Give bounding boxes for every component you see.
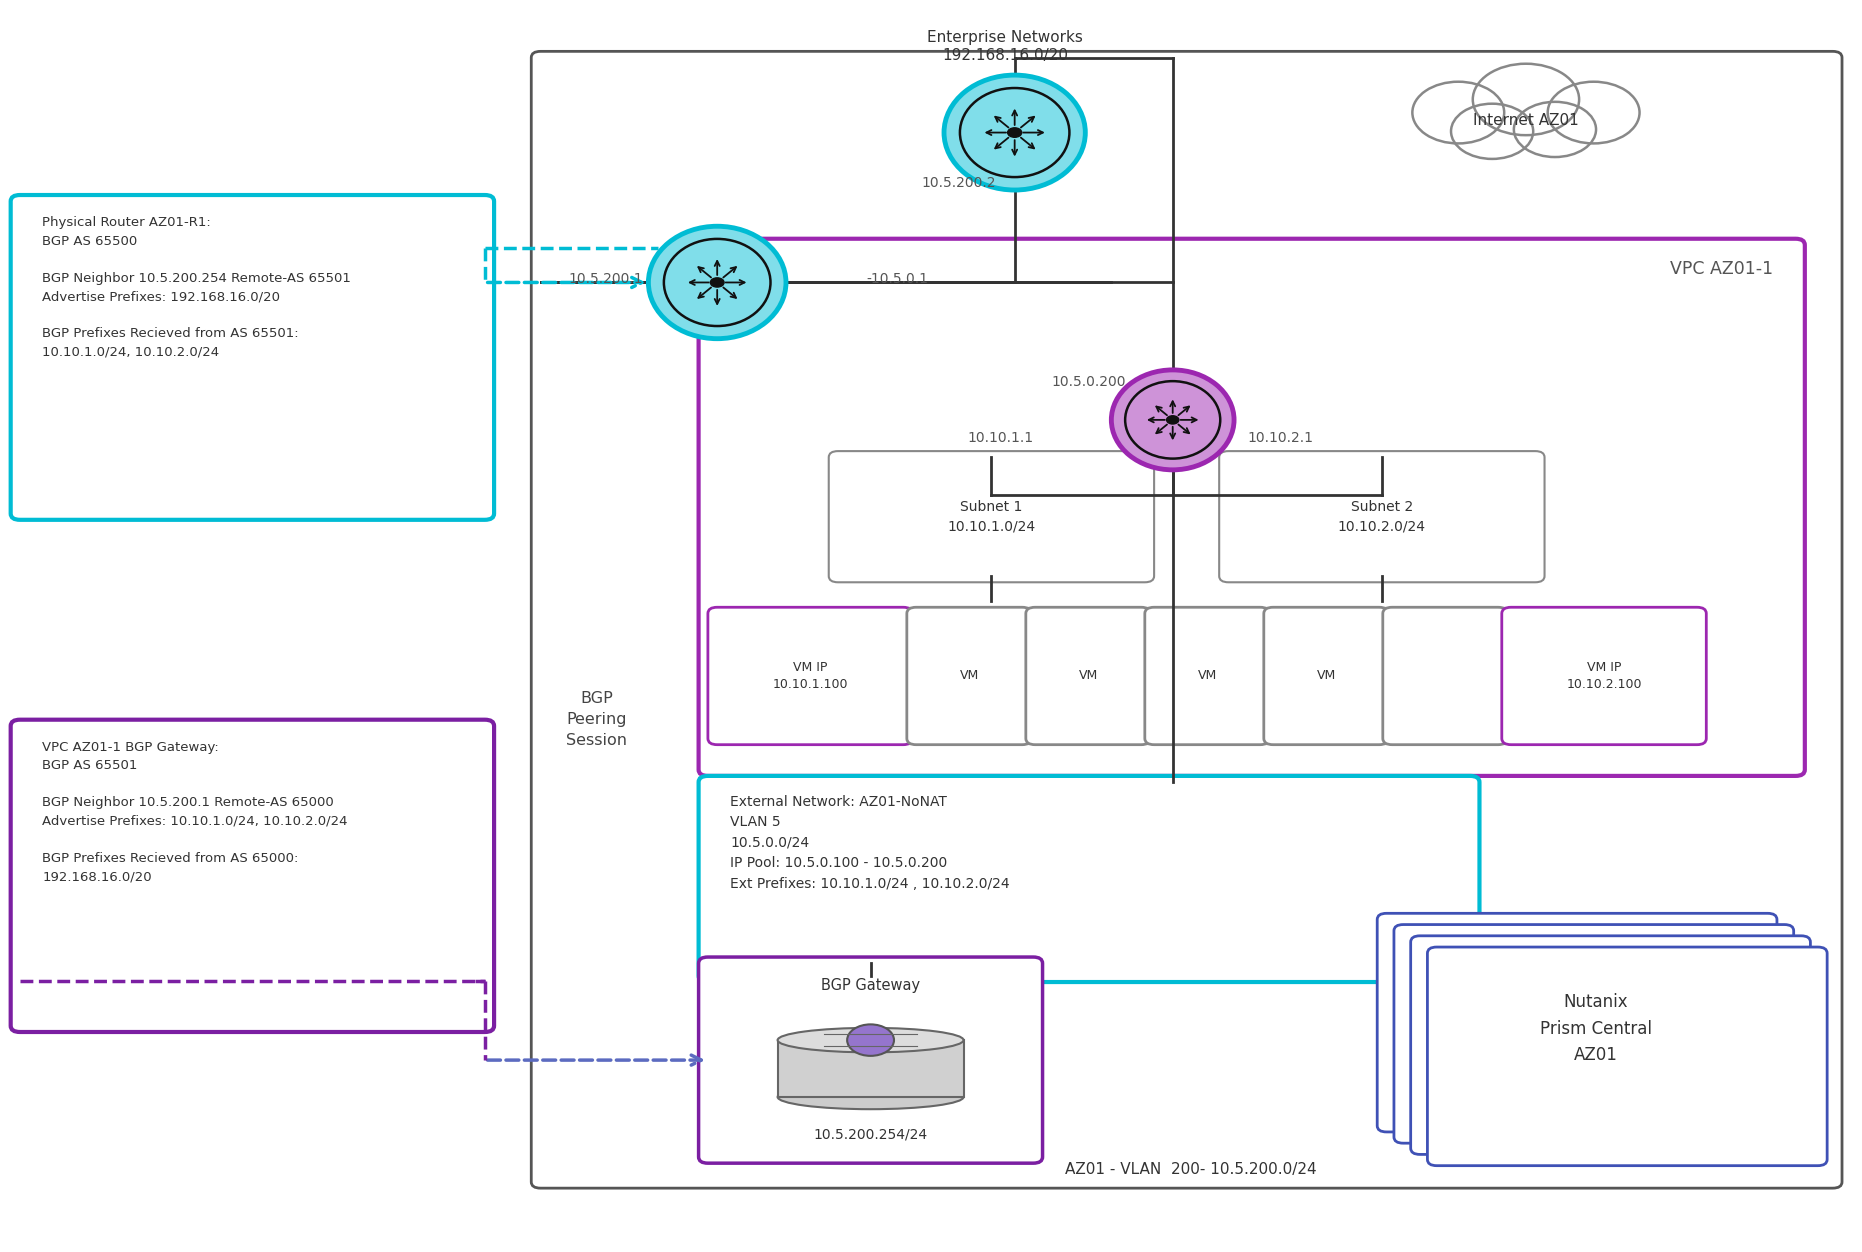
FancyBboxPatch shape <box>1395 924 1793 1143</box>
FancyBboxPatch shape <box>1220 451 1545 582</box>
Text: Enterprise Networks
192.168.16.0/20: Enterprise Networks 192.168.16.0/20 <box>927 30 1084 63</box>
Text: 10.5.200.1: 10.5.200.1 <box>568 272 642 285</box>
FancyBboxPatch shape <box>829 451 1154 582</box>
Text: VM IP
10.10.2.100: VM IP 10.10.2.100 <box>1566 661 1642 691</box>
Circle shape <box>1514 101 1596 156</box>
FancyBboxPatch shape <box>1145 607 1270 745</box>
FancyBboxPatch shape <box>1428 947 1827 1166</box>
Text: Physical Router AZ01-R1:
BGP AS 65500

BGP Neighbor 10.5.200.254 Remote-AS 65501: Physical Router AZ01-R1: BGP AS 65500 BG… <box>43 217 352 359</box>
Text: VM IP
10.10.1.100: VM IP 10.10.1.100 <box>773 661 847 691</box>
Circle shape <box>847 1024 894 1055</box>
Circle shape <box>1413 81 1504 144</box>
FancyBboxPatch shape <box>778 1040 963 1097</box>
Ellipse shape <box>648 227 786 339</box>
Text: VM: VM <box>959 670 979 682</box>
Text: Subnet 1
10.10.1.0/24: Subnet 1 10.10.1.0/24 <box>948 500 1035 533</box>
FancyBboxPatch shape <box>698 957 1043 1163</box>
Text: VPC AZ01-1: VPC AZ01-1 <box>1670 260 1773 278</box>
Circle shape <box>1167 416 1179 424</box>
Text: BGP
Peering
Session: BGP Peering Session <box>566 691 627 749</box>
Text: VM: VM <box>1316 670 1335 682</box>
Text: External Network: AZ01-NoNAT
VLAN 5
10.5.0.0/24
IP Pool: 10.5.0.100 - 10.5.0.200: External Network: AZ01-NoNAT VLAN 5 10.5… <box>730 795 1009 891</box>
Circle shape <box>1450 104 1532 159</box>
Ellipse shape <box>944 75 1086 190</box>
FancyBboxPatch shape <box>698 239 1804 776</box>
Text: AZ01 - VLAN  200- 10.5.200.0/24: AZ01 - VLAN 200- 10.5.200.0/24 <box>1065 1162 1316 1177</box>
FancyBboxPatch shape <box>1026 607 1151 745</box>
Text: Nutanix
Prism Central
AZ01: Nutanix Prism Central AZ01 <box>1540 994 1652 1064</box>
Circle shape <box>1473 64 1579 135</box>
Text: BGP Gateway: BGP Gateway <box>821 978 920 993</box>
FancyBboxPatch shape <box>907 607 1032 745</box>
Circle shape <box>1547 81 1640 144</box>
FancyBboxPatch shape <box>1378 913 1776 1132</box>
Text: 10.5.0.200: 10.5.0.200 <box>1052 376 1127 389</box>
Text: 10.5.200.2: 10.5.200.2 <box>922 175 996 189</box>
Ellipse shape <box>778 1028 963 1053</box>
FancyBboxPatch shape <box>1383 607 1508 745</box>
Text: VM: VM <box>1197 670 1216 682</box>
Circle shape <box>1007 128 1022 138</box>
FancyBboxPatch shape <box>11 195 493 520</box>
FancyBboxPatch shape <box>1411 935 1810 1154</box>
Text: -10.5.0.1: -10.5.0.1 <box>866 272 927 285</box>
Text: Internet AZ01: Internet AZ01 <box>1473 113 1579 128</box>
FancyBboxPatch shape <box>708 607 912 745</box>
Text: Subnet 2
10.10.2.0/24: Subnet 2 10.10.2.0/24 <box>1339 500 1426 533</box>
FancyBboxPatch shape <box>1503 607 1706 745</box>
Circle shape <box>709 278 724 287</box>
Text: 10.10.2.1: 10.10.2.1 <box>1248 431 1313 444</box>
Ellipse shape <box>1112 369 1235 470</box>
FancyBboxPatch shape <box>698 776 1480 982</box>
Text: 10.5.200.254/24: 10.5.200.254/24 <box>814 1128 927 1142</box>
FancyBboxPatch shape <box>531 51 1842 1188</box>
FancyBboxPatch shape <box>11 720 493 1032</box>
Text: VPC AZ01-1 BGP Gateway:
BGP AS 65501

BGP Neighbor 10.5.200.1 Remote-AS 65000
Ad: VPC AZ01-1 BGP Gateway: BGP AS 65501 BGP… <box>43 741 348 884</box>
Ellipse shape <box>778 1084 963 1109</box>
Text: VM: VM <box>1078 670 1099 682</box>
FancyBboxPatch shape <box>1264 607 1389 745</box>
Text: 10.10.1.1: 10.10.1.1 <box>966 431 1033 444</box>
